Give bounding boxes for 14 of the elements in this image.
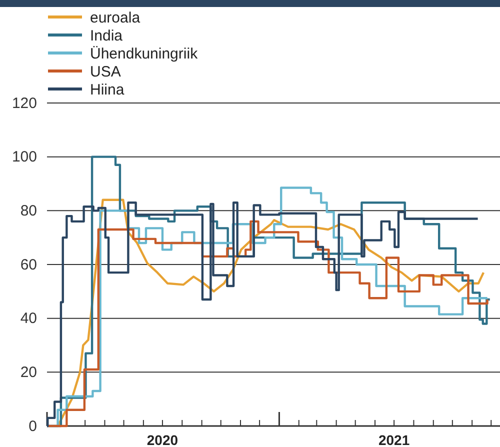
y-tick-label: 100 [12, 148, 37, 166]
legend-label: euroala [90, 10, 141, 26]
x-tick-label: 2021 [378, 432, 410, 447]
x-tick-label: 2020 [146, 432, 178, 447]
legend-label: USA [90, 64, 121, 80]
legend-label: Hiina [90, 82, 125, 98]
y-tick-label: 120 [12, 94, 37, 112]
y-tick-label: 20 [20, 364, 37, 381]
legend-label: India [90, 28, 124, 44]
y-tick-label: 80 [20, 202, 37, 220]
legend-label: Ühendkuningriik [90, 46, 198, 62]
y-tick-label: 0 [28, 418, 37, 435]
y-tick-label: 60 [20, 256, 37, 274]
y-tick-label: 40 [20, 310, 37, 328]
